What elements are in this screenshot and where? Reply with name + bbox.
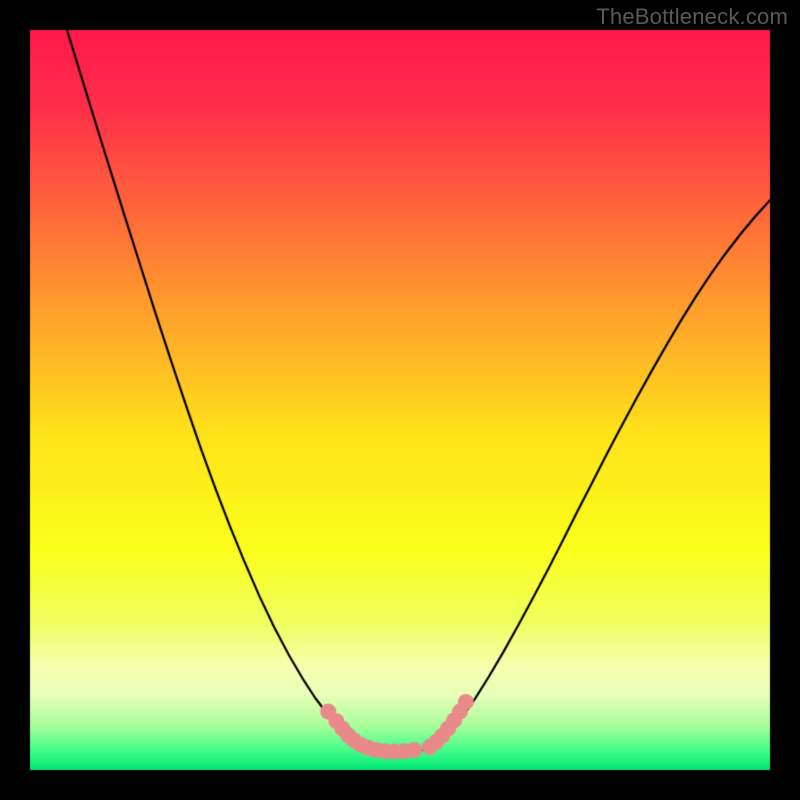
bottleneck-chart bbox=[0, 0, 800, 800]
watermark-text: TheBottleneck.com bbox=[596, 4, 788, 30]
